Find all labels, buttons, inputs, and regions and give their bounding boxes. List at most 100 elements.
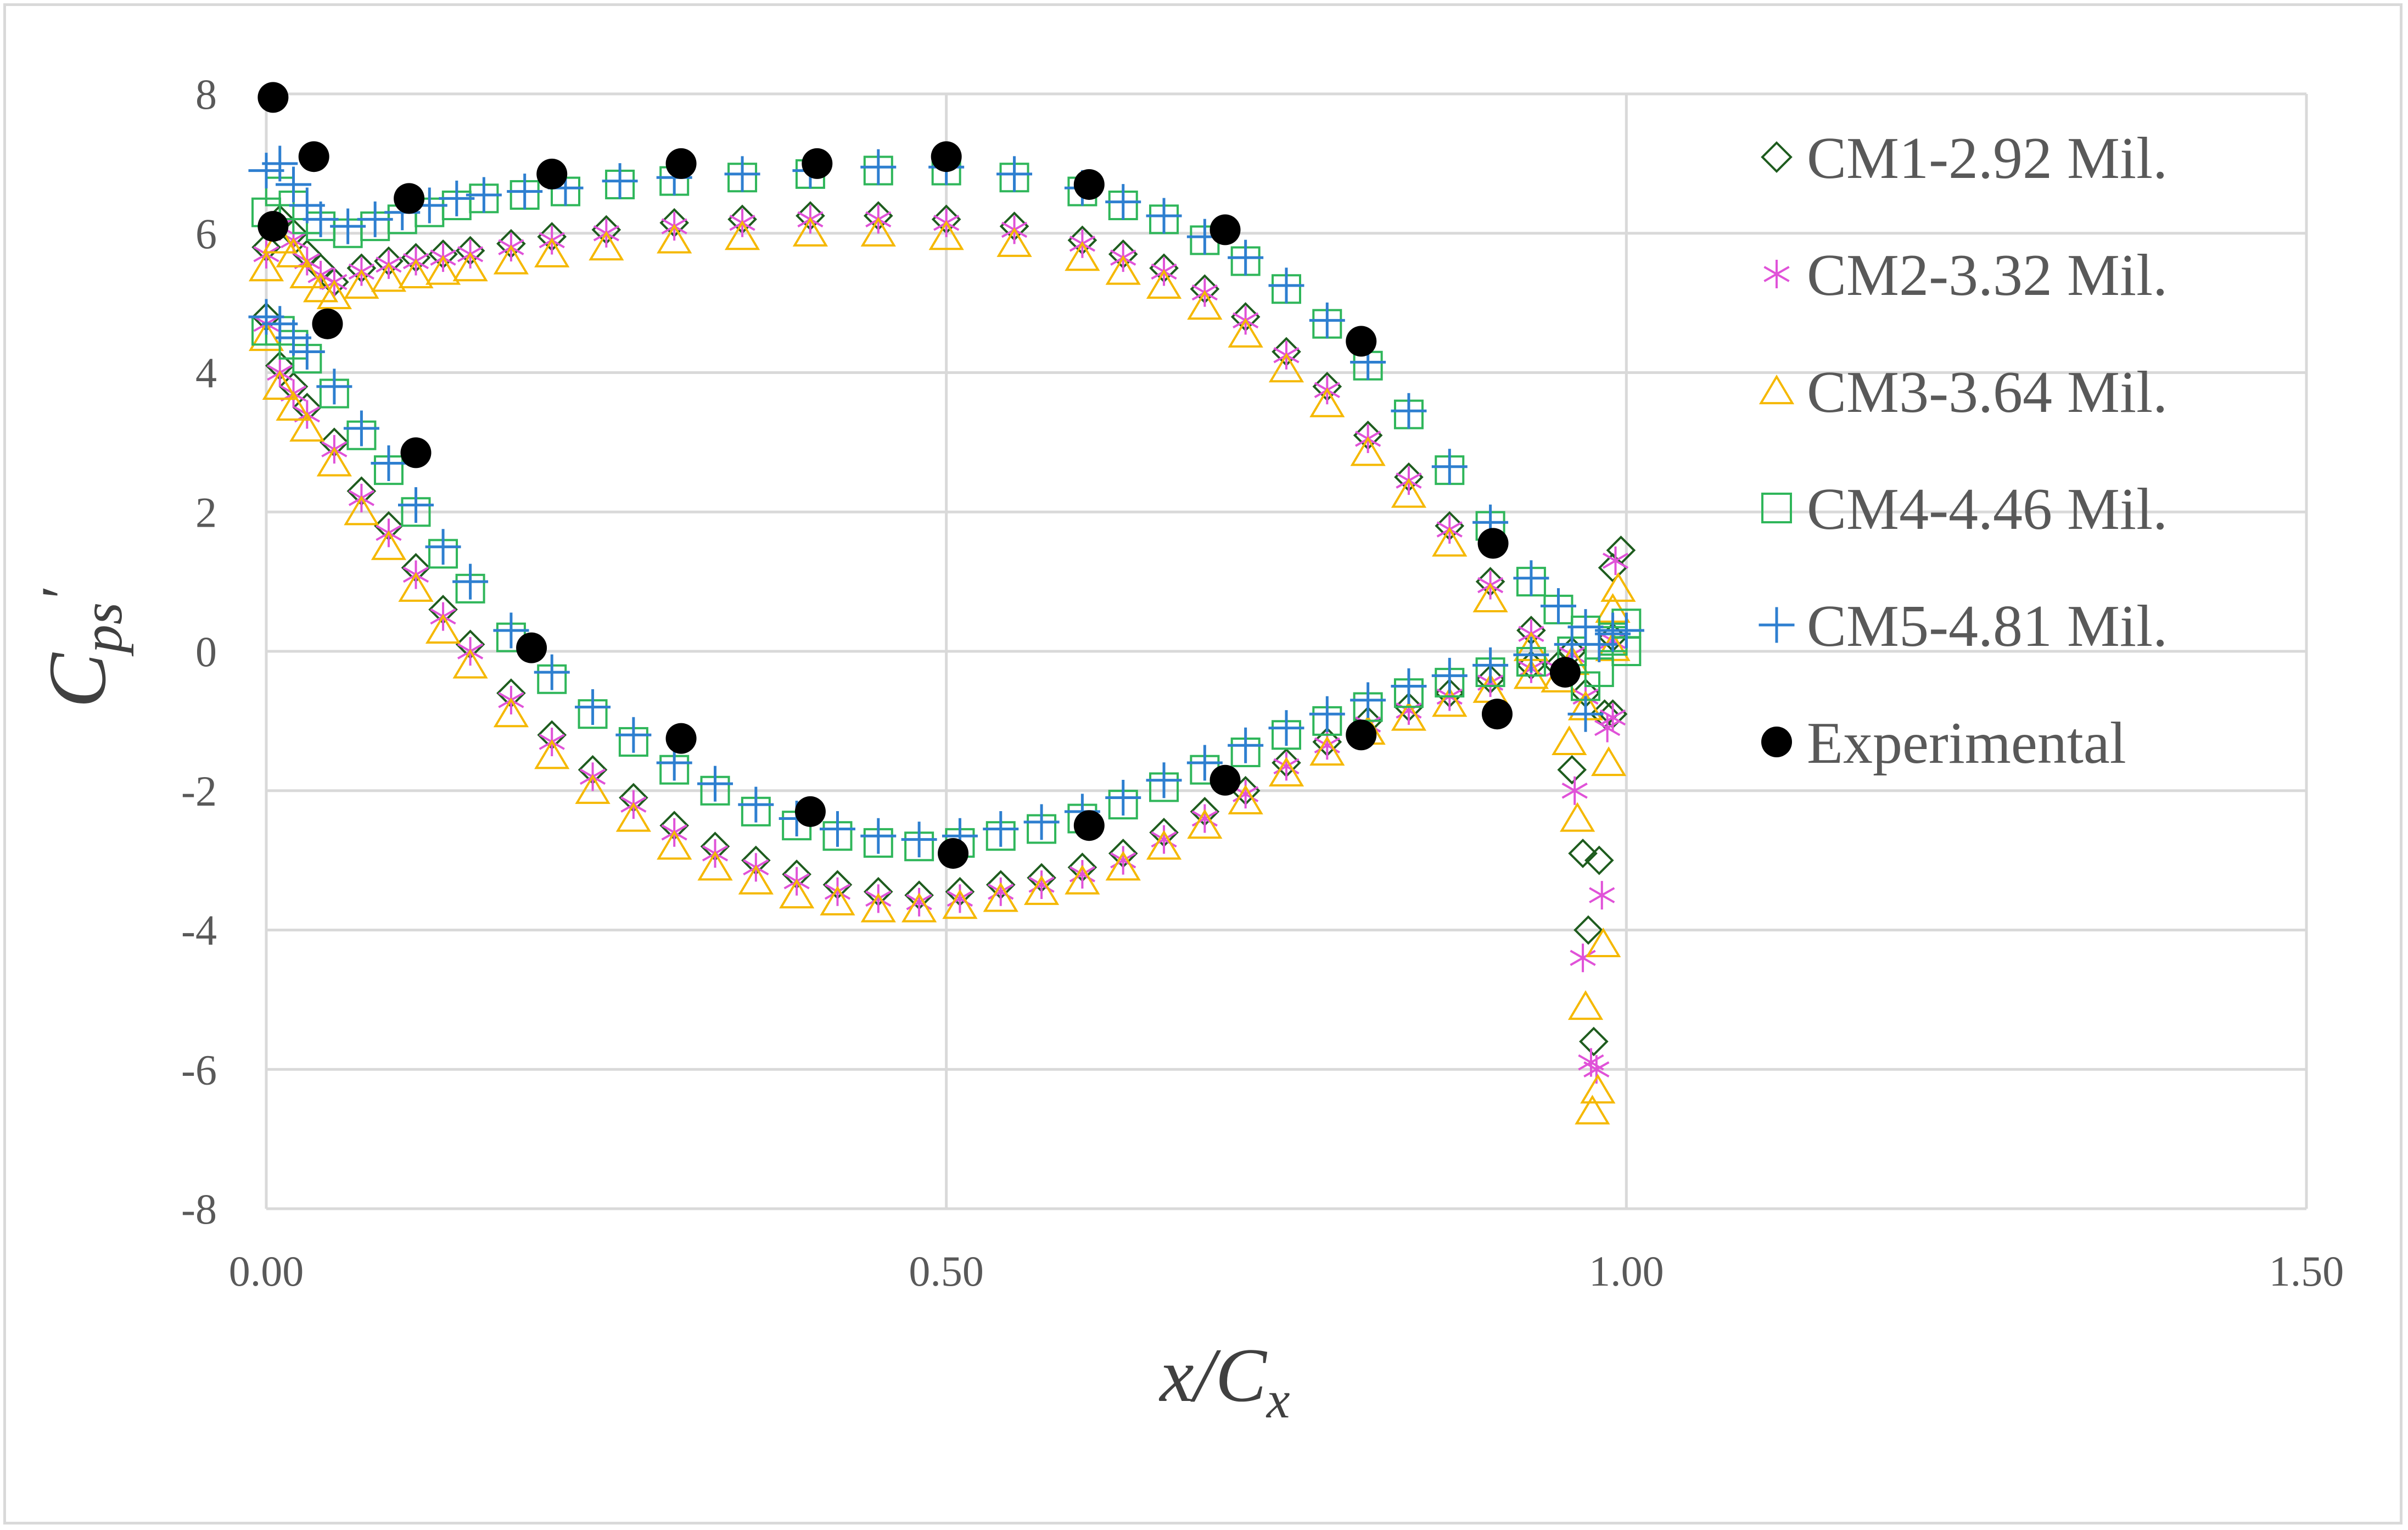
data-point [262,146,298,182]
data-point [1472,582,1508,612]
grid-layer [265,92,2308,1210]
data-point [289,258,325,288]
data-point [1350,436,1386,466]
data-point [248,321,284,351]
data-point [343,410,379,446]
data-point [1594,713,1621,742]
legend-layer: CM1-2.92 Mil. CM2-3.32 Mil. CM3-3.64 Mil. C… [1759,126,2168,776]
data-point [575,774,611,804]
data-point [1584,845,1614,875]
data-point [1602,546,1629,576]
data-layer [248,82,1644,1125]
data-point [257,211,289,242]
data-point [724,156,760,192]
data-point [1023,804,1060,840]
legend-label: CM3-3.64 Mil. [1807,360,2168,425]
data-point [996,156,1033,192]
y-tick-label: -8 [181,1185,217,1233]
data-point [394,183,425,214]
series-triangle [248,216,1636,1125]
data-point [1570,943,1596,973]
data-point [1346,719,1377,751]
data-point [1309,387,1345,417]
data-point [615,717,652,753]
data-point [1580,1074,1616,1104]
data-point [1309,736,1345,766]
data-point [371,445,407,481]
data-point [516,632,547,663]
data-point [452,563,489,600]
data-point [276,237,311,267]
data-point [1228,727,1264,763]
data-point [657,224,692,254]
data-point [1391,478,1427,508]
legend-marker [1761,727,1792,757]
data-point [901,892,937,923]
data-point [983,811,1019,847]
data-point [860,892,896,923]
data-point [657,830,692,860]
data-point [697,766,733,802]
data-point [398,572,434,602]
data-point [1560,802,1595,832]
legend-label: Experimental [1807,711,2126,776]
data-point [507,174,543,210]
y-tick-label: 4 [195,349,217,397]
data-point [1350,682,1386,718]
y-tick-label: 6 [195,210,217,258]
data-point [996,227,1032,257]
data-point [1432,687,1468,717]
data-point [1579,1026,1609,1057]
y-axis-title-sub: ps [71,602,134,657]
data-point [398,487,434,523]
data-point [1209,214,1241,245]
data-point [860,149,897,185]
data-point [425,529,461,565]
data-point [534,237,570,267]
data-point [1472,647,1509,683]
data-point [262,306,298,342]
data-point [312,308,343,339]
data-point [1209,764,1241,796]
data-point [439,180,475,216]
data-point [901,822,937,858]
data-point [1567,696,1604,732]
data-point [1228,239,1264,276]
data-point [1513,560,1549,596]
data-point [534,739,570,769]
data-point [697,851,733,881]
data-point [1586,927,1621,957]
data-point [398,258,434,288]
y-axis-title-main: C [32,652,123,708]
data-point [1573,915,1603,945]
data-point [493,612,529,649]
data-point [1600,572,1636,602]
data-point [1589,881,1615,910]
y-tick-label: 8 [195,70,217,118]
data-point [1105,255,1141,285]
data-point [1187,290,1223,320]
data-point [724,220,760,250]
data-point [1549,657,1581,688]
data-point [615,802,651,832]
data-point [1557,755,1587,785]
data-point [289,412,325,442]
data-point [792,216,828,247]
data-point [589,231,624,261]
data-point [248,252,284,282]
data-point [1540,588,1576,624]
data-point [289,333,325,370]
data-point [1575,1095,1610,1125]
data-point [1567,609,1604,645]
data-point [1268,353,1304,383]
data-point [534,654,570,690]
data-point [1228,317,1263,348]
data-point [1568,839,1598,868]
data-point [303,272,339,303]
data-point [1268,757,1304,787]
data-point [1608,612,1644,649]
data-point [1023,875,1060,905]
data-point [1146,830,1182,860]
data-point [794,796,826,827]
data-point [931,141,962,172]
